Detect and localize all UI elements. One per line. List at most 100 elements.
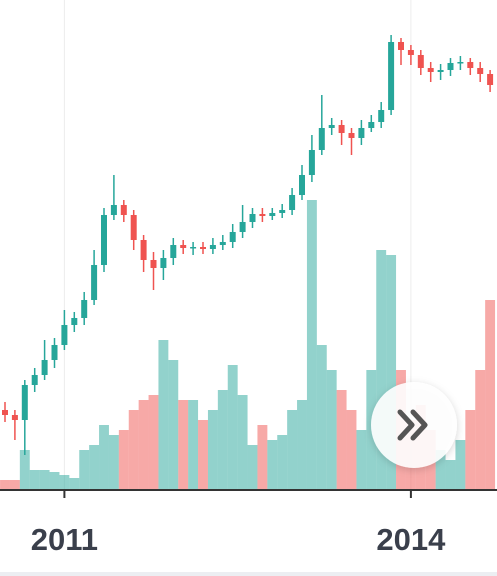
candle-body (219, 242, 226, 245)
volume-bar (128, 410, 139, 490)
candle-body (61, 325, 68, 345)
candle-body (457, 62, 464, 64)
volume-bar (465, 410, 476, 490)
candle-body (11, 415, 18, 420)
volume-bar (297, 400, 307, 490)
volume-bar (158, 340, 169, 490)
volume-bar (188, 400, 199, 490)
candle-body (447, 63, 454, 70)
candle-body (140, 240, 147, 260)
candle-body (31, 375, 38, 385)
volume-bar (9, 480, 20, 490)
candle-body (368, 122, 375, 128)
candle-body (388, 42, 395, 110)
volume-bar (138, 400, 149, 490)
candle-body (71, 318, 78, 325)
candle-body (190, 247, 197, 249)
candle-body (259, 214, 266, 216)
candle-body (467, 62, 474, 68)
candle-body (398, 42, 404, 50)
volume-bar (386, 255, 397, 490)
x-tick-label: 2011 (31, 522, 98, 557)
volume-bar (485, 300, 496, 490)
volume-bar (79, 450, 90, 490)
volume-bar (277, 435, 288, 490)
candle-body (180, 245, 187, 248)
volume-bar (257, 425, 268, 490)
candle-body (110, 205, 117, 215)
volume-bar (178, 400, 189, 490)
volume-bar (118, 430, 129, 490)
candle-body (2, 410, 8, 415)
candle-body (21, 385, 28, 420)
candle-body (407, 50, 414, 55)
candle-body (229, 232, 236, 242)
candle-body (328, 125, 335, 128)
candle-body (130, 215, 137, 240)
candle-body (348, 133, 355, 138)
candle-body (249, 214, 256, 222)
candle-body (299, 175, 305, 195)
volume-bar (227, 365, 238, 490)
candle-body (209, 245, 216, 249)
candle-body (41, 360, 48, 375)
candle-body (437, 70, 444, 72)
volume-bar (198, 420, 208, 490)
volume-bar (168, 360, 179, 490)
volume-bar (0, 480, 10, 490)
volume-bar (316, 345, 327, 490)
volume-bar (108, 435, 119, 490)
volume-bar (89, 445, 100, 490)
candle-body (279, 210, 286, 213)
volume-bar (29, 470, 40, 490)
volume-bar (326, 370, 337, 490)
candle-body (338, 125, 345, 133)
scroll-icon (397, 409, 428, 441)
volume-bar (237, 395, 248, 490)
volume-bar (99, 425, 109, 490)
candle-body (170, 245, 177, 258)
volume-bar (435, 450, 446, 490)
volume-bar (336, 390, 347, 490)
candle-body (239, 222, 246, 232)
candle-body (269, 213, 276, 216)
volume-bar (356, 430, 367, 490)
candle-body (427, 68, 434, 72)
volume-bar (39, 470, 50, 490)
volume-bar (376, 250, 387, 490)
volume-bar (287, 410, 298, 490)
volume-bar (69, 478, 80, 490)
volume-bar (267, 440, 278, 490)
volume-bar (346, 410, 357, 490)
bottom-bar (0, 572, 497, 576)
x-tick-label: 2014 (376, 522, 446, 557)
candle-body (289, 195, 296, 210)
scroll-button[interactable] (371, 382, 457, 468)
volume-bar (19, 450, 30, 490)
candle-body (150, 260, 157, 268)
volume-bar (148, 395, 159, 490)
candle-body (417, 55, 424, 68)
volume-bar (217, 390, 228, 490)
candle-body (477, 68, 484, 74)
candle-body (358, 128, 365, 138)
candle-body (200, 247, 206, 249)
candle-body (101, 215, 107, 265)
candle-body (160, 258, 167, 268)
volume-bar (59, 475, 70, 490)
volume-bar (445, 460, 456, 490)
volume-bar (455, 440, 466, 490)
volume-bar (247, 445, 258, 490)
candle-body (91, 265, 98, 300)
candle-body (120, 205, 127, 215)
candle-body (378, 110, 385, 122)
candle-body (308, 150, 315, 175)
candle-body (318, 128, 325, 150)
candle-body (51, 345, 58, 360)
candle-body (487, 74, 494, 85)
volume-bar (49, 472, 60, 490)
candle-body (81, 300, 88, 318)
volume-bar (207, 410, 218, 490)
volume-bar (306, 200, 317, 490)
